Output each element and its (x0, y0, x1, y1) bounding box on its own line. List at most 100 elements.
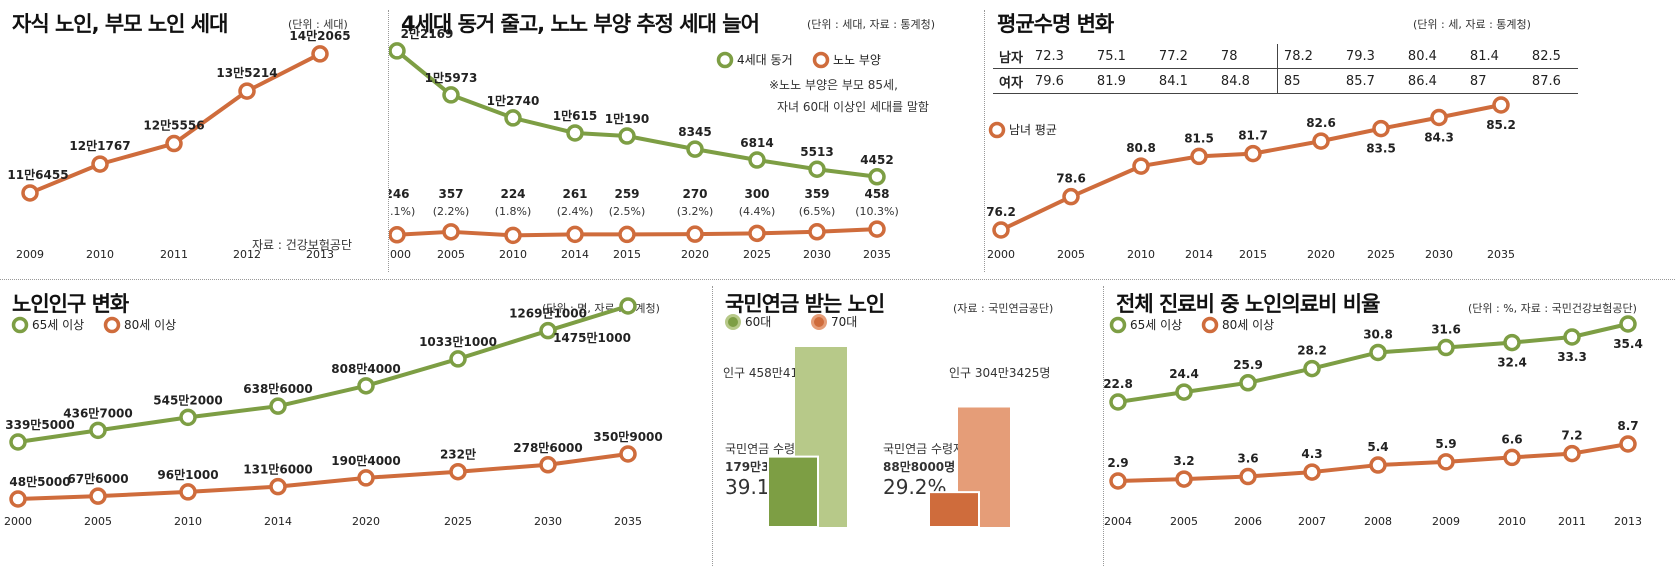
data-label-nono: 300 (744, 187, 769, 201)
data-point-65plus (89, 421, 107, 440)
data-label-80plus: 278만6000 (513, 440, 583, 455)
legend-65plus-marker (1109, 316, 1127, 334)
table-cell: 87 (1469, 73, 1487, 89)
recv-title-60: 국민연금 수령자 (725, 442, 807, 456)
data-point-80plus (1369, 456, 1387, 474)
data-label-65plus: 33.3 (1557, 350, 1587, 364)
x-tick-label: 2005 (1057, 248, 1085, 261)
table-cell: 80.4 (1407, 48, 1437, 64)
table-cell: 86.4 (1407, 73, 1437, 89)
data-point-4gen (686, 140, 704, 158)
data-point-65plus (1239, 374, 1257, 392)
data-point-65plus (1619, 315, 1637, 333)
x-tick-label: 2010 (1498, 515, 1526, 528)
table-cell: 79.3 (1345, 48, 1375, 64)
data-label-4gen: 4452 (860, 153, 893, 167)
data-point-avg (1430, 108, 1448, 127)
data-point-65plus (357, 377, 375, 395)
data-sublabel-nono: (2.2%) (433, 205, 470, 218)
x-tick-label: 2014 (1185, 248, 1213, 261)
table-cell: 72.3 (1034, 48, 1064, 64)
data-label-80plus: 4.3 (1301, 447, 1322, 461)
x-tick-label: 2025 (1367, 248, 1395, 261)
data-point-avg (1312, 132, 1330, 150)
data-point-nono (566, 225, 584, 244)
table-cell: 81.4 (1469, 48, 1499, 64)
data-label: 13만5214 (216, 65, 277, 80)
data-point-80plus (1503, 448, 1521, 467)
recv-count-70: 88만8000명 (883, 460, 956, 474)
data-point-4gen (748, 151, 766, 169)
x-tick-label: 2006 (1234, 515, 1262, 528)
data-point-avg (1062, 187, 1080, 206)
data-label: 12만1767 (69, 138, 130, 153)
x-tick-label: 2010 (1127, 248, 1155, 261)
data-point-nono (868, 220, 886, 238)
data-label-65plus: 1269만1000 (509, 306, 587, 321)
line-series-nono (396, 227, 878, 238)
panel6-unit: (단위 : %, 자료 : 국민건강보험공단) (1468, 302, 1637, 315)
data-label-avg: 82.6 (1306, 116, 1336, 130)
row-header: 남자 (999, 50, 1023, 66)
table-cell: 78 (1214, 44, 1278, 69)
table-cell: 85 (1283, 73, 1301, 89)
line-series-65plus (17, 304, 629, 444)
panel5-chart: 60대 70대 (725, 314, 1010, 529)
data-point (311, 45, 329, 63)
x-tick-label: 2030 (534, 515, 562, 528)
data-label: 14만2065 (289, 28, 350, 43)
panel4-title: 노인인구 변화 (12, 292, 129, 316)
table-cell: 84.1 (1158, 73, 1188, 89)
data-point-80plus (269, 477, 287, 496)
legend-70s-marker (811, 314, 827, 330)
data-point-80plus (1175, 470, 1193, 488)
life-expectancy-table: 남자 72.3 75.1 77.2 78 78.2 79.3 80.4 81.4… (993, 44, 1578, 94)
data-label-nono: 458 (864, 187, 889, 201)
panel-senior-population: 노인인구 변화 (단위 : 명, 자료 : 통계청) 339만5000 436만7… (0, 280, 712, 571)
x-tick-label: 2008 (1364, 515, 1392, 528)
table-row-male: 남자 72.3 75.1 77.2 78 78.2 79.3 80.4 81.4… (993, 44, 1578, 69)
data-label: 12만5556 (143, 118, 204, 133)
panel-national-pension: 국민연금 받는 노인 (자료 : 국민연금공단) 인구 458만4198명 인구… (713, 280, 1103, 571)
panel2-title: 4세대 동거 줄고, 노노 부양 추정 세대 늘어 (401, 12, 760, 36)
data-sublabel-nono: (6.5%) (799, 205, 836, 218)
x-tick-label: 2035 (614, 515, 642, 528)
x-tick-label: 2035 (1487, 248, 1515, 261)
data-point-4gen (442, 86, 460, 104)
data-label-65plus: 25.9 (1233, 358, 1263, 372)
legend-80plus-marker (1201, 316, 1219, 334)
data-point-80plus (1303, 463, 1321, 481)
data-point-avg (1190, 147, 1208, 166)
data-point-nono (618, 225, 636, 244)
data-label-4gen: 1만5973 (425, 70, 478, 85)
table-cell: 78.2 (1283, 48, 1313, 64)
data-point-4gen (389, 42, 406, 60)
data-point-80plus (1239, 467, 1257, 486)
data-point-nono (686, 225, 704, 243)
panel-four-generation: 4세대 동거 줄고, 노노 부양 추정 세대 늘어 (단위 : 세대, 자료 :… (389, 0, 984, 280)
data-point-4gen (504, 109, 522, 127)
legend-avg-label: 남녀 평균 (1009, 123, 1057, 137)
x-tick-label: 2010 (499, 248, 527, 261)
x-tick-label: 2014 (561, 248, 589, 261)
data-point-65plus (1563, 328, 1581, 346)
table-cell: 75.1 (1096, 48, 1126, 64)
x-tick-label: 2000 (987, 248, 1015, 261)
data-sublabel-nono: (3.2%) (677, 205, 714, 218)
data-label-avg: 83.5 (1366, 142, 1396, 156)
data-label-80plus: 8.7 (1617, 419, 1638, 433)
data-label-4gen: 8345 (678, 125, 711, 139)
legend-60s-marker (725, 314, 741, 330)
data-point-avg (1132, 157, 1150, 175)
data-point-80plus (9, 490, 27, 508)
panel6-title: 전체 진료비 중 노인의료비 비율 (1116, 292, 1380, 316)
data-point-65plus (1503, 333, 1521, 352)
pop-label-70: 인구 304만3425명 (949, 366, 1051, 380)
panel3-unit: (단위 : 세, 자료 : 통계청) (1413, 18, 1531, 31)
data-point-80plus (1563, 444, 1581, 463)
data-point-80plus (179, 483, 197, 501)
data-point (165, 134, 183, 153)
data-sublabel-nono: (4.4%) (739, 205, 776, 218)
